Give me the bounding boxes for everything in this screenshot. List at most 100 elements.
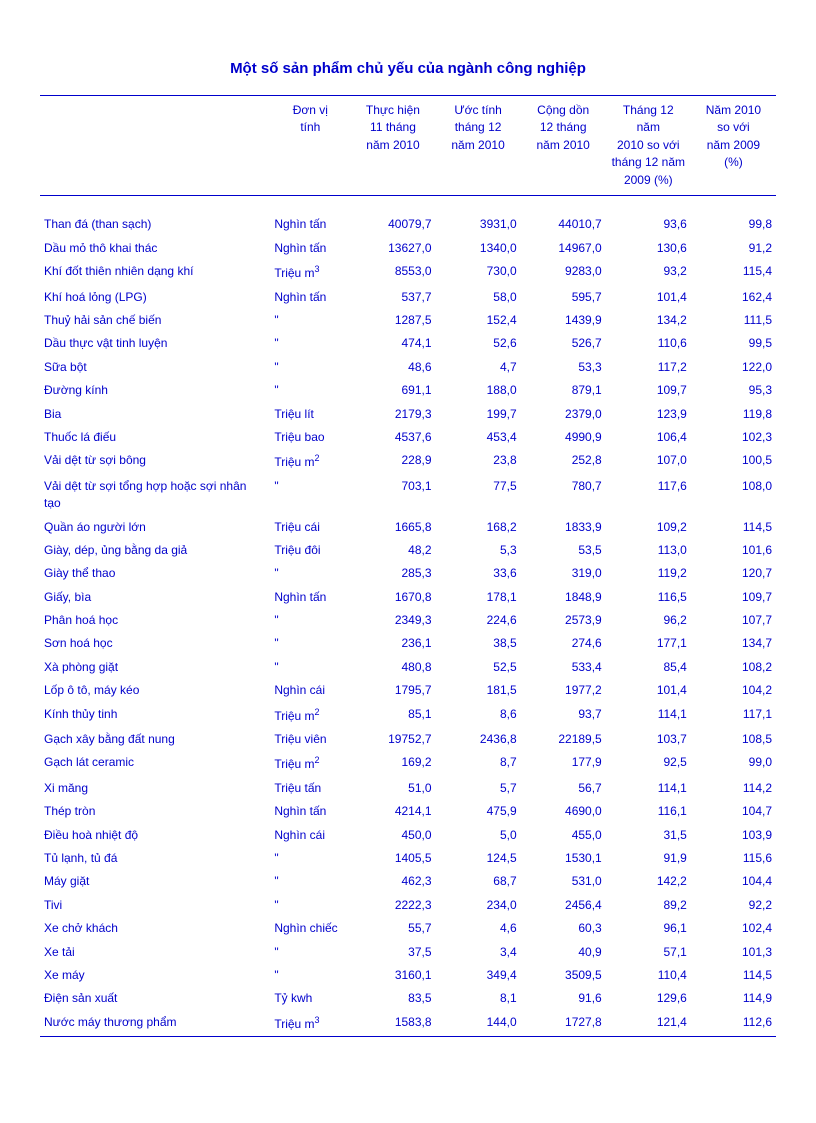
cell-12est: 33,6 xyxy=(436,562,521,585)
table-row: Đường kính"691,1188,0879,1109,795,3 xyxy=(40,379,776,402)
cell-yrpct: 108,5 xyxy=(691,728,776,751)
table-row: Tivi"2222,3234,02456,489,292,2 xyxy=(40,894,776,917)
cell-t12pct: 103,7 xyxy=(606,728,691,751)
cell-11m: 285,3 xyxy=(350,562,435,585)
cell-name: Dầu mỏ thô khai thác xyxy=(40,237,270,260)
table-row: Lốp ô tô, máy kéoNghìn cái1795,7181,5197… xyxy=(40,679,776,702)
cell-12est: 224,6 xyxy=(436,609,521,632)
cell-t12pct: 116,1 xyxy=(606,800,691,823)
cell-11m: 8553,0 xyxy=(350,260,435,285)
cell-11m: 85,1 xyxy=(350,703,435,728)
cell-t12pct: 123,9 xyxy=(606,403,691,426)
cell-unit: " xyxy=(270,309,350,332)
cell-name: Kính thủy tinh xyxy=(40,703,270,728)
cell-12est: 5,7 xyxy=(436,777,521,800)
table-row: Máy giặt"462,368,7531,0142,2104,4 xyxy=(40,870,776,893)
cell-yrpct: 91,2 xyxy=(691,237,776,260)
cell-unit: Triệu lít xyxy=(270,403,350,426)
cell-t12pct: 101,4 xyxy=(606,679,691,702)
cell-unit: Triệu viên xyxy=(270,728,350,751)
cell-name: Điều hoà nhiệt độ xyxy=(40,824,270,847)
cell-unit: " xyxy=(270,332,350,355)
cell-11m: 2179,3 xyxy=(350,403,435,426)
cell-yrpct: 134,7 xyxy=(691,632,776,655)
cell-unit: Nghìn tấn xyxy=(270,237,350,260)
cell-12est: 199,7 xyxy=(436,403,521,426)
cell-name: Xe chở khách xyxy=(40,917,270,940)
cell-unit: Nghìn chiếc xyxy=(270,917,350,940)
col-yrpct: Năm 2010so vớinăm 2009(%) xyxy=(691,96,776,195)
cell-12est: 453,4 xyxy=(436,426,521,449)
cell-11m: 691,1 xyxy=(350,379,435,402)
cell-12cum: 3509,5 xyxy=(521,964,606,987)
cell-12est: 234,0 xyxy=(436,894,521,917)
cell-unit: " xyxy=(270,941,350,964)
cell-unit: " xyxy=(270,379,350,402)
cell-unit: Triệu tấn xyxy=(270,777,350,800)
table-row: Gạch xây bằng đất nungTriệu viên19752,72… xyxy=(40,728,776,751)
table-row: Vải dệt từ sợi bôngTriệu m2228,923,8252,… xyxy=(40,449,776,474)
cell-12cum: 879,1 xyxy=(521,379,606,402)
table-row: BiaTriệu lít2179,3199,72379,0123,9119,8 xyxy=(40,403,776,426)
cell-name: Bia xyxy=(40,403,270,426)
cell-yrpct: 99,5 xyxy=(691,332,776,355)
cell-unit: Nghìn tấn xyxy=(270,286,350,309)
cell-12est: 124,5 xyxy=(436,847,521,870)
cell-yrpct: 95,3 xyxy=(691,379,776,402)
cell-11m: 40079,7 xyxy=(350,213,435,236)
cell-12cum: 1727,8 xyxy=(521,1011,606,1037)
cell-11m: 4214,1 xyxy=(350,800,435,823)
cell-name: Sữa bột xyxy=(40,356,270,379)
cell-11m: 13627,0 xyxy=(350,237,435,260)
cell-yrpct: 92,2 xyxy=(691,894,776,917)
cell-12cum: 91,6 xyxy=(521,987,606,1010)
cell-12est: 5,3 xyxy=(436,539,521,562)
cell-12cum: 455,0 xyxy=(521,824,606,847)
table-row: Sữa bột"48,64,753,3117,2122,0 xyxy=(40,356,776,379)
cell-yrpct: 104,4 xyxy=(691,870,776,893)
cell-t12pct: 117,6 xyxy=(606,475,691,516)
table-row: Quần áo người lớnTriệu cái1665,8168,2183… xyxy=(40,516,776,539)
cell-name: Xe máy xyxy=(40,964,270,987)
cell-12cum: 93,7 xyxy=(521,703,606,728)
cell-12cum: 252,8 xyxy=(521,449,606,474)
cell-yrpct: 103,9 xyxy=(691,824,776,847)
col-name xyxy=(40,96,270,195)
table-row: Phân hoá học"2349,3224,62573,996,2107,7 xyxy=(40,609,776,632)
cell-name: Gạch xây bằng đất nung xyxy=(40,728,270,751)
cell-t12pct: 110,4 xyxy=(606,964,691,987)
cell-yrpct: 101,6 xyxy=(691,539,776,562)
cell-12cum: 53,3 xyxy=(521,356,606,379)
cell-t12pct: 93,2 xyxy=(606,260,691,285)
cell-11m: 3160,1 xyxy=(350,964,435,987)
cell-12est: 3931,0 xyxy=(436,213,521,236)
table-row: Gạch lát ceramicTriệu m2169,28,7177,992,… xyxy=(40,751,776,776)
cell-t12pct: 177,1 xyxy=(606,632,691,655)
cell-12cum: 1530,1 xyxy=(521,847,606,870)
cell-12cum: 2456,4 xyxy=(521,894,606,917)
cell-t12pct: 110,6 xyxy=(606,332,691,355)
cell-12est: 188,0 xyxy=(436,379,521,402)
cell-unit: " xyxy=(270,656,350,679)
cell-11m: 37,5 xyxy=(350,941,435,964)
cell-yrpct: 99,8 xyxy=(691,213,776,236)
col-11m: Thực hiện11 thángnăm 2010 xyxy=(350,96,435,195)
cell-unit: Triệu cái xyxy=(270,516,350,539)
cell-unit: " xyxy=(270,356,350,379)
table-row: Than đá (than sạch)Nghìn tấn40079,73931,… xyxy=(40,213,776,236)
cell-12cum: 56,7 xyxy=(521,777,606,800)
cell-12cum: 60,3 xyxy=(521,917,606,940)
table-row: Thép trònNghìn tấn4214,1475,94690,0116,1… xyxy=(40,800,776,823)
products-table: Đơn vịtính Thực hiện11 thángnăm 2010 Ước… xyxy=(40,95,776,1037)
cell-11m: 1287,5 xyxy=(350,309,435,332)
cell-yrpct: 104,2 xyxy=(691,679,776,702)
table-row: Tủ lạnh, tủ đá"1405,5124,51530,191,9115,… xyxy=(40,847,776,870)
cell-12cum: 2573,9 xyxy=(521,609,606,632)
table-row: Xà phòng giặt"480,852,5533,485,4108,2 xyxy=(40,656,776,679)
table-row: Dầu mỏ thô khai thácNghìn tấn13627,01340… xyxy=(40,237,776,260)
cell-unit: Nghìn cái xyxy=(270,679,350,702)
cell-12cum: 533,4 xyxy=(521,656,606,679)
cell-name: Xi măng xyxy=(40,777,270,800)
cell-unit: " xyxy=(270,964,350,987)
cell-12cum: 1848,9 xyxy=(521,586,606,609)
